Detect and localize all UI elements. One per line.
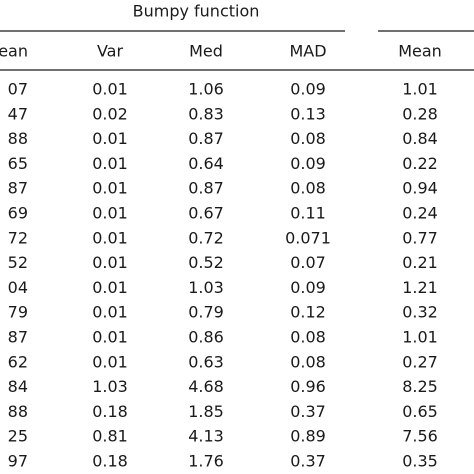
cell: 0.18: [92, 402, 128, 421]
cell: 0.27: [402, 352, 438, 371]
cell: 87: [8, 328, 28, 347]
cell: 0.67: [188, 204, 224, 223]
cell: 0.86: [188, 328, 224, 347]
cell: 0.07: [290, 253, 326, 272]
cell: 0.83: [188, 104, 224, 123]
cell: 0.22: [402, 154, 438, 173]
cell: 0.01: [92, 328, 128, 347]
cell: 69: [8, 204, 28, 223]
cell: 0.52: [188, 253, 224, 272]
cell: 0.77: [402, 228, 438, 247]
cell: 0.87: [188, 179, 224, 198]
cell: 0.08: [290, 179, 326, 198]
cell: 8.25: [402, 377, 438, 396]
cell: 25: [8, 427, 28, 446]
column-header: Var: [97, 42, 124, 61]
cell: 0.96: [290, 377, 326, 396]
cell: 0.01: [92, 204, 128, 223]
cell: 1.76: [188, 452, 224, 471]
cell: 0.01: [92, 278, 128, 297]
cell: 0.18: [92, 452, 128, 471]
cell: 0.01: [92, 352, 128, 371]
cell: 1.21: [402, 278, 438, 297]
cell: 0.79: [188, 303, 224, 322]
cell: 0.35: [402, 452, 438, 471]
cell: 1.03: [188, 278, 224, 297]
cell: 0.84: [402, 129, 438, 148]
cell: 0.32: [402, 303, 438, 322]
cell: 65: [8, 154, 28, 173]
cell: 04: [8, 278, 28, 297]
cell: 0.08: [290, 352, 326, 371]
cell: 79: [8, 303, 28, 322]
column-header: Mean: [398, 42, 442, 61]
group-title: Bumpy function: [133, 2, 260, 21]
cell: 0.08: [290, 328, 326, 347]
cell: 0.01: [92, 228, 128, 247]
cell: 4.68: [188, 377, 224, 396]
cell: 0.28: [402, 104, 438, 123]
cell: 87: [8, 179, 28, 198]
cell: 1.03: [92, 377, 128, 396]
cell: 0.21: [402, 253, 438, 272]
cell: 0.24: [402, 204, 438, 223]
cell: 0.01: [92, 154, 128, 173]
cell: 0.08: [290, 129, 326, 148]
cell: 88: [8, 129, 28, 148]
cell: 0.09: [290, 154, 326, 173]
cell: 97: [8, 452, 28, 471]
cell: 0.81: [92, 427, 128, 446]
cell: 88: [8, 402, 28, 421]
cell: 62: [8, 352, 28, 371]
cell: 0.12: [290, 303, 326, 322]
cell: 0.89: [290, 427, 326, 446]
cell: 72: [8, 228, 28, 247]
cell: 0.37: [290, 452, 326, 471]
cell: 7.56: [402, 427, 438, 446]
cell: 47: [8, 104, 28, 123]
cell: 0.09: [290, 278, 326, 297]
column-header: Med: [189, 42, 223, 61]
cell: 0.02: [92, 104, 128, 123]
cell: 0.13: [290, 104, 326, 123]
cell: 0.01: [92, 179, 128, 198]
cell: 07: [8, 80, 28, 99]
cell: 0.87: [188, 129, 224, 148]
column-header: ean: [0, 42, 28, 61]
cell: 1.01: [402, 328, 438, 347]
cell: 0.01: [92, 303, 128, 322]
cell: 4.13: [188, 427, 224, 446]
cell: 0.09: [290, 80, 326, 99]
cell: 1.85: [188, 402, 224, 421]
cell: 1.01: [402, 80, 438, 99]
cell: 0.94: [402, 179, 438, 198]
cell: 1.06: [188, 80, 224, 99]
cell: 84: [8, 377, 28, 396]
cell: 0.72: [188, 228, 224, 247]
column-header: MAD: [289, 42, 326, 61]
cell: 0.37: [290, 402, 326, 421]
cell: 0.11: [290, 204, 326, 223]
cell: 0.64: [188, 154, 224, 173]
cell: 0.65: [402, 402, 438, 421]
cell: 0.01: [92, 129, 128, 148]
cell: 52: [8, 253, 28, 272]
cell: 0.071: [285, 228, 331, 247]
cell: 0.01: [92, 253, 128, 272]
cell: 0.63: [188, 352, 224, 371]
cell: 0.01: [92, 80, 128, 99]
